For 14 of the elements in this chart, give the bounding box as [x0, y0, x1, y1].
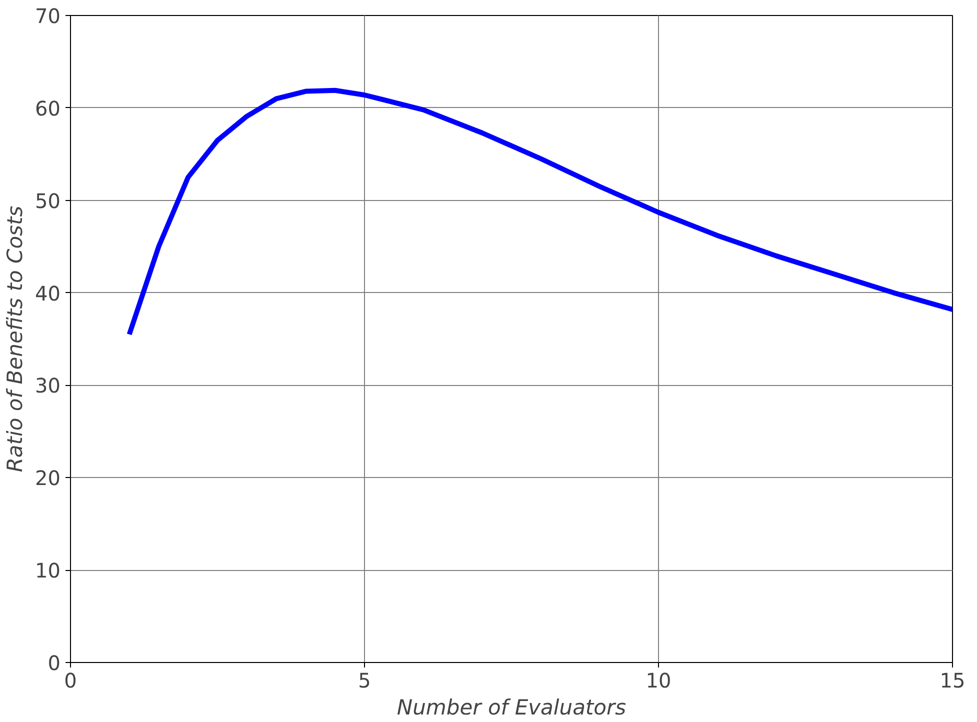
y-tick-label: 70	[35, 4, 61, 28]
x-tick-label: 15	[940, 668, 966, 692]
x-axis-title: Number of Evaluators	[396, 696, 626, 720]
y-tick-label: 50	[35, 188, 61, 213]
x-tick-label: 0	[64, 668, 77, 692]
y-tick-label: 10	[35, 558, 61, 583]
y-tick-label: 30	[35, 374, 61, 398]
y-tick-label: 60	[35, 96, 61, 120]
x-tick-label: 10	[646, 668, 672, 692]
x-tick-label: 5	[358, 668, 371, 692]
y-tick-label: 0	[48, 651, 61, 675]
y-tick-label: 40	[35, 281, 61, 306]
y-tick-label: 20	[35, 466, 61, 490]
y-axis-title: Ratio of Benefits to Costs	[3, 206, 28, 472]
